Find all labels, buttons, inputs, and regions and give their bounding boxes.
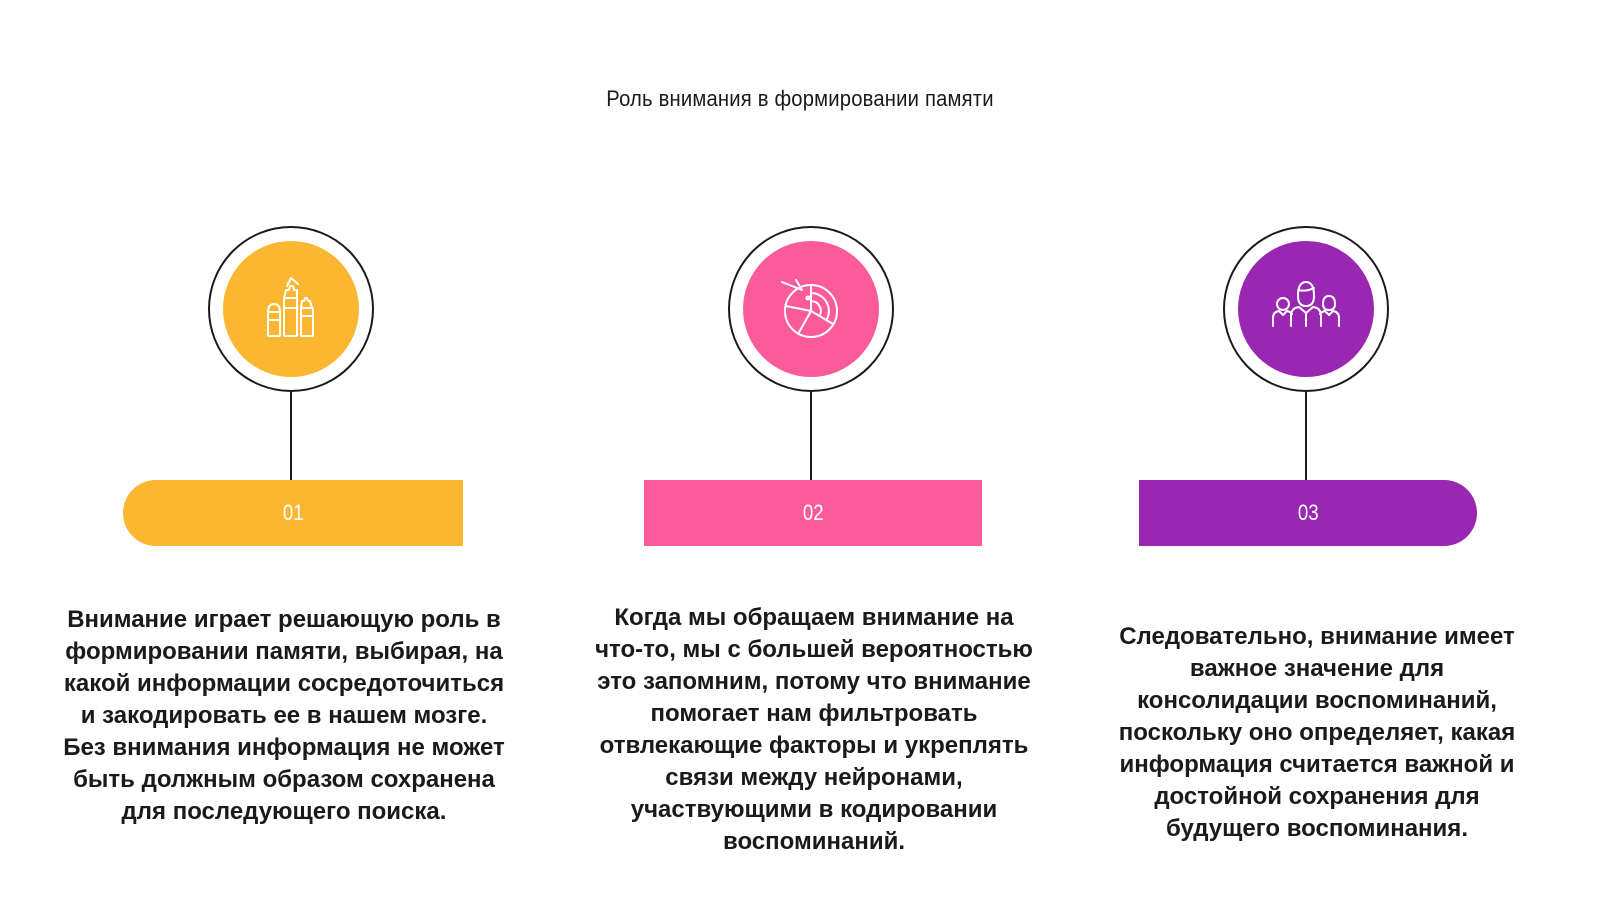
step-3-disc <box>1238 241 1374 377</box>
hands-raised-icon <box>267 277 314 337</box>
step-2-ring <box>728 226 894 392</box>
step-2-number: 02 <box>802 500 824 525</box>
step-1-connector <box>290 392 292 480</box>
step-2-description: Когда мы обращаем внимание на что-то, мы… <box>595 604 1033 855</box>
step-3-number: 03 <box>1297 500 1319 525</box>
step-3-number-bar: 03 <box>1139 480 1477 546</box>
step-1-number-bar: 01 <box>123 480 463 546</box>
step-2-connector <box>810 392 812 480</box>
step-1-ring <box>208 226 374 392</box>
step-1-description: Внимание играет решающую роль в формиров… <box>63 606 505 825</box>
radar-pie-icon <box>781 279 838 338</box>
step-2-disc <box>743 241 879 377</box>
step-3-connector <box>1305 392 1307 480</box>
step-1-disc <box>223 241 359 377</box>
step-3-ring <box>1223 226 1389 392</box>
people-group-icon <box>1272 281 1340 327</box>
page-title: Роль внимания в формировании памяти <box>606 86 994 111</box>
step-1-number: 01 <box>282 500 304 525</box>
step-3-description: Следовательно, внимание имеет важное зна… <box>1118 623 1516 842</box>
step-2-number-bar: 02 <box>644 480 982 546</box>
